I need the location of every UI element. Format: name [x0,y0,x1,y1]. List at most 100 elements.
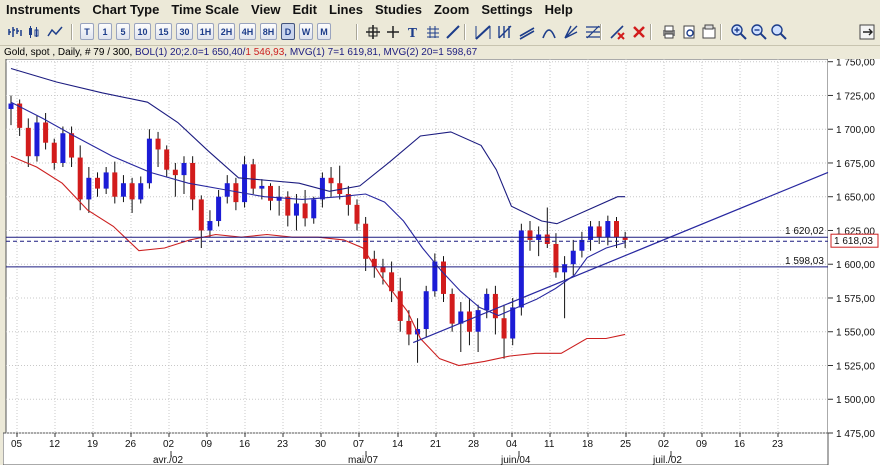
candle-down [112,172,118,197]
line-tool-icon[interactable] [444,23,462,40]
candle-up [484,293,490,311]
timeframe-1h-button[interactable]: 1H [197,23,214,40]
candle-up [432,261,438,292]
candlestick-icon[interactable] [26,23,44,40]
candle-up [60,133,66,163]
timeframe-10-button[interactable]: 10 [134,23,151,40]
candle-down [233,183,239,203]
menu-settings[interactable]: Settings [481,2,533,17]
menu-edit[interactable]: Edit [292,2,317,17]
candle-down [17,103,23,128]
y-tick-label: 1 650,00 [836,193,875,204]
candle-down [95,177,100,189]
x-tick-label: 19 [87,439,99,450]
delete-all-icon[interactable] [630,23,648,40]
menu-instruments[interactable]: Instruments [6,2,81,17]
candle-up [475,310,481,332]
candle-up [605,221,611,238]
x-tick-label: 11 [544,439,555,450]
candle-up [138,183,144,200]
x-tick-label: 04 [506,439,518,450]
timeframe-30-button[interactable]: 30 [176,23,193,40]
timeframe-m-button[interactable]: M [317,23,331,40]
timeframe-8h-button[interactable]: 8H [260,23,277,40]
candle-up [86,177,92,200]
month-label: avr./02 [153,455,183,465]
y-tick-label: 1 550,00 [836,328,875,339]
retracement-icon[interactable] [584,23,602,40]
candle-up [510,307,516,339]
menu-zoom[interactable]: Zoom [433,2,470,17]
candle-up [293,203,299,216]
candle-down [302,203,308,219]
toolbar-separator [356,24,358,40]
crosshair-icon[interactable] [364,23,382,40]
candle-up [579,239,585,251]
month-label: juil./02 [652,455,682,465]
x-tick-label: 16 [239,439,251,450]
grid-icon[interactable] [424,23,442,40]
bollinger-label: BOL(1) 20;2.0=1 650,40/ [135,47,246,58]
timeframe-15-button[interactable]: 15 [155,23,172,40]
svg-text:T: T [408,26,417,39]
x-tick-label: 09 [201,439,213,450]
candle-up [259,185,265,189]
mvg2-label: MVG(2) 20=1 598,67 [383,47,478,58]
candle-down [164,149,170,170]
arc-icon[interactable] [540,23,558,40]
month-label: mai/07 [348,455,378,465]
candle-down [250,164,256,189]
bar-chart-icon[interactable] [6,23,24,40]
support-value: 1 598,03 [785,256,824,267]
menu-chart-type[interactable]: Chart Type [92,2,160,17]
candle-up [518,230,524,308]
candle-up [103,172,109,189]
timeframe-2h-button[interactable]: 2H [218,23,235,40]
cursor-icon[interactable] [384,23,402,40]
minimize-icon[interactable] [858,23,876,40]
line-chart-icon[interactable] [46,23,64,40]
zoom-reset-icon[interactable] [770,23,788,40]
menu-bar: Instruments Chart Type Time Scale View Edit L… [0,0,880,20]
timeframe-4h-button[interactable]: 4H [239,23,256,40]
moving-average [10,101,626,317]
candle-down [43,122,49,143]
print-icon[interactable] [660,23,678,40]
toolbar-separator [720,24,722,40]
delete-line-icon[interactable] [608,23,626,40]
text-icon[interactable]: T [404,23,422,40]
zoom-out-icon[interactable] [750,23,768,40]
menu-help[interactable]: Help [544,2,573,17]
timeframe-1-button[interactable]: 1 [98,23,112,40]
x-tick-label: 02 [658,439,670,450]
candle-down [622,237,628,240]
copy-icon[interactable] [700,23,718,40]
trend-line-icon[interactable] [474,23,492,40]
print-preview-icon[interactable] [680,23,698,40]
channel-icon[interactable] [518,23,536,40]
price-chart[interactable]: 1 475,00 1 500,00 1 525,00 1 550,00 1 575,00… [3,59,880,465]
candle-up [8,103,14,109]
candle-down [25,127,31,157]
menu-lines[interactable]: Lines [329,2,363,17]
x-tick-label: 02 [163,439,175,450]
zoom-in-icon[interactable] [730,23,748,40]
candle-down [441,261,446,294]
menu-view[interactable]: View [251,2,281,17]
candle-up [207,221,213,231]
fan-icon[interactable] [562,23,580,40]
timeframe-w-button[interactable]: W [299,23,313,40]
timeframe-t-button[interactable]: T [80,23,94,40]
x-tick-label: 23 [277,439,289,450]
candle-up [458,311,464,324]
candle-up [276,196,282,201]
timeframe-5-button[interactable]: 5 [116,23,130,40]
fibonacci-icon[interactable] [496,23,514,40]
y-tick-label: 1 700,00 [836,125,875,136]
x-tick-label: 07 [353,439,365,450]
menu-studies[interactable]: Studies [374,2,422,17]
candle-up [34,122,40,157]
timeframe-d-button[interactable]: D [281,23,295,40]
menu-time-scale[interactable]: Time Scale [171,2,240,17]
toolbar-separator [650,24,652,40]
